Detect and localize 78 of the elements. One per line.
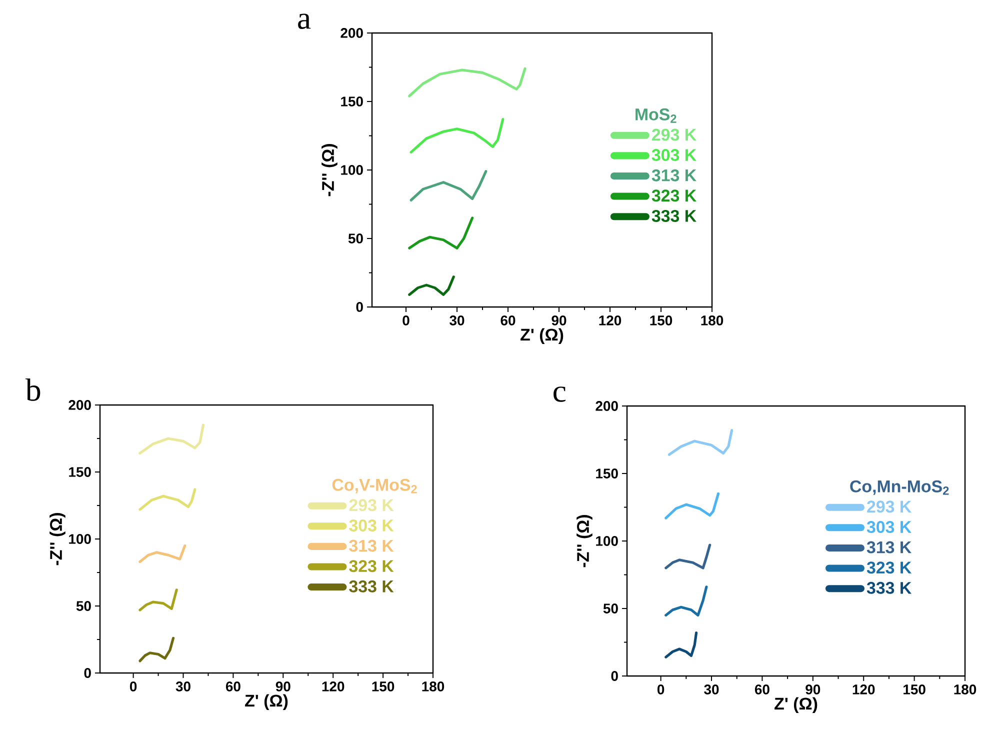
legend-label: 323 K: [349, 560, 394, 572]
x-axis-title: Z' (Ω): [245, 694, 288, 710]
y-tick-label: 50: [603, 604, 618, 614]
legend-label: 313 K: [866, 541, 912, 554]
line-series: [410, 118, 504, 154]
legend-label: 313 K: [349, 540, 394, 552]
x-tick-label: 0: [130, 682, 137, 692]
legend-label: 293 K: [652, 128, 696, 141]
y-tick-label: 150: [341, 96, 363, 106]
x-tick-label: 0: [657, 684, 664, 694]
legend-label: 303 K: [652, 149, 696, 162]
line-series: [408, 67, 526, 98]
x-tick-label: 120: [322, 682, 344, 692]
x-tick-label: 60: [226, 682, 240, 692]
legend-label: 333 K: [866, 582, 912, 594]
line-series: [138, 544, 186, 564]
y-tick-label: 200: [596, 401, 618, 411]
x-tick-label: 60: [500, 316, 516, 326]
y-tick-label: 0: [611, 671, 618, 681]
y-tick-label: 100: [69, 534, 91, 544]
line-series: [664, 632, 698, 658]
legend-label: 303 K: [349, 519, 394, 532]
y-tick-label: 100: [596, 536, 618, 546]
legend-label: 333 K: [652, 210, 696, 222]
y-tick-label: 150: [596, 468, 618, 478]
legend-label: 333 K: [349, 580, 394, 592]
y-tick-label: 200: [340, 28, 363, 38]
y-tick-label: 0: [356, 302, 363, 312]
legend-label: 303 K: [866, 520, 912, 534]
x-tick-label: 90: [276, 682, 290, 692]
line-series: [408, 276, 455, 296]
chart-title: a: [298, 14, 311, 29]
y-axis-title: -Z'' (Ω): [576, 515, 592, 568]
y-tick-label: 150: [69, 467, 91, 477]
legend-label: 293 K: [867, 500, 912, 513]
x-tick-label: 180: [422, 682, 444, 692]
x-tick-label: 180: [954, 684, 976, 694]
x-tick-label: 30: [450, 316, 464, 326]
line-series: [664, 544, 712, 570]
line-series: [410, 170, 488, 202]
x-tick-label: 150: [904, 684, 926, 694]
x-tick-label: 180: [701, 316, 724, 326]
x-tick-label: 0: [402, 316, 410, 326]
y-tick-label: 50: [348, 234, 363, 244]
legend-title: MoS$_{2}$: [636, 108, 676, 123]
chart-title: c: [554, 386, 566, 402]
line-series: [668, 428, 734, 456]
x-tick-label: 120: [852, 684, 875, 694]
x-tick-label: 60: [754, 684, 770, 694]
x-tick-label: 30: [704, 684, 719, 694]
x-axis-title: Z' (Ω): [774, 697, 818, 714]
y-axis-title: -Z'' (Ω): [322, 144, 338, 196]
legend-title: Co,V-MoS$_{2}$: [332, 478, 417, 494]
x-tick-label: 90: [806, 684, 820, 694]
chart-title: b: [25, 378, 40, 401]
y-axis-title: -Z'' (Ω): [50, 513, 66, 566]
y-tick-label: 50: [76, 601, 91, 611]
line-series: [138, 488, 196, 511]
legend-label: 323 K: [652, 190, 696, 202]
line-series: [138, 424, 205, 455]
legend-label: 313 K: [652, 169, 696, 182]
line-series: [664, 492, 720, 520]
x-tick-label: 30: [176, 682, 190, 692]
line-series: [408, 216, 474, 250]
y-tick-label: 0: [84, 668, 91, 678]
line-series: [138, 636, 175, 662]
x-tick-label: 90: [552, 316, 566, 326]
line-series: [664, 586, 708, 617]
legend-label: 293 K: [349, 499, 394, 512]
x-tick-label: 150: [650, 316, 672, 326]
legend-title: Co,Mn-MoS$_{2}$: [850, 480, 949, 495]
x-axis-title: Z' (Ω): [520, 328, 564, 344]
legend-label: 323 K: [866, 562, 912, 574]
x-tick-label: 150: [372, 682, 394, 692]
line-series: [138, 588, 178, 612]
y-tick-label: 200: [68, 400, 91, 410]
y-tick-label: 100: [341, 165, 363, 175]
x-tick-label: 120: [599, 316, 622, 326]
